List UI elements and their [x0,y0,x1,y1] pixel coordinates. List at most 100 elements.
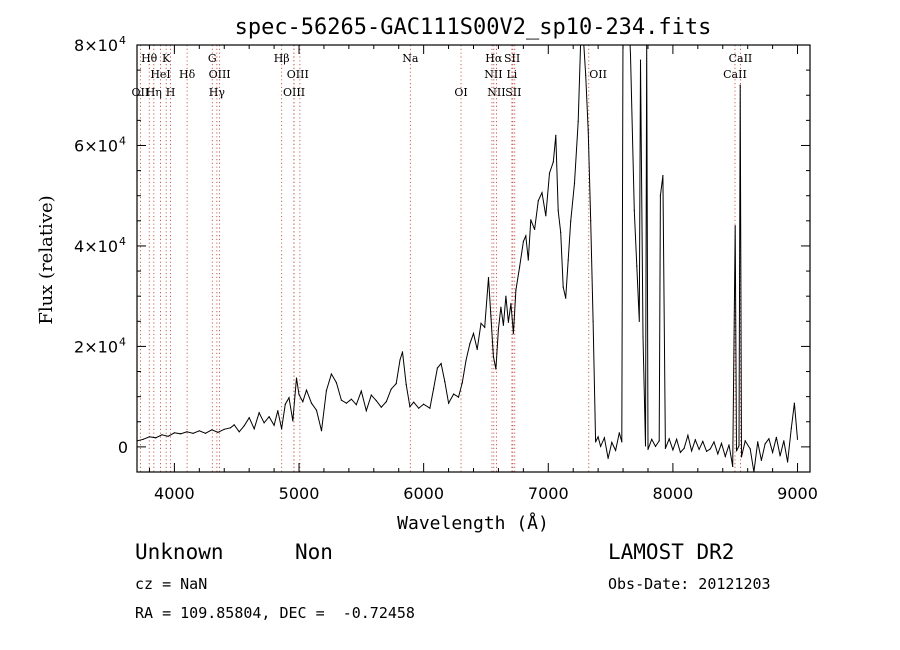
redshift-cz: cz = NaN [135,575,208,593]
spectrum-point [161,434,163,436]
spectrum-point [192,432,194,434]
spectrum-point [720,442,723,444]
x-axis-ticks: 4000 5000 6000 7000 8000 9000 [148,45,818,503]
spectral-line-label: OIII [209,68,231,81]
spectral-line-label: Hβ [274,52,290,65]
spectrum-point [796,438,799,440]
spectrum-point [744,440,746,442]
spectrum-point [717,453,719,455]
spectrum-point [651,438,653,440]
spectrum-point [676,438,678,440]
spectrum-point [370,394,372,396]
spectral-line-label: CaII [723,68,747,81]
spectrum-point [186,431,188,433]
spectrum-point [502,324,504,326]
spectrum-point [775,436,778,438]
spectral-line-label: Hθ [141,52,158,65]
spectral-line-label: Hη [146,86,162,99]
spectrum-point [340,399,342,401]
spectrum-point [399,359,401,361]
spectrum-point [691,450,693,452]
spectrum-point [664,447,667,449]
spectrum-point [350,398,352,400]
spectrum-point [644,445,647,447]
spectral-line-label: OIII [283,86,305,99]
spectral-line-label: Hδ [179,68,196,81]
spectrum-point [642,335,644,337]
spectrum-point [418,407,420,409]
x-tick-label: 5000 [279,484,320,503]
spectrum-point [527,259,529,261]
spectrum-point [557,210,559,212]
spectrum-point [772,451,774,453]
spectrum-point [790,427,792,429]
y-tick-exponent: 4 [119,34,126,47]
spectrum-point [385,401,387,403]
spectrum-point [465,359,467,362]
spectrum-point [709,448,711,450]
spectrum-point [273,424,275,426]
spectral-line-label: Hα [485,52,503,65]
x-axis-label: Wavelength (Å) [397,512,549,534]
chart-title: spec-56265-GAC111S00V2_sp10-234.fits [235,15,712,40]
spectral-line-label: Hγ [209,86,226,99]
spectrum-point [325,390,327,392]
x-tick-label: 4000 [154,484,195,503]
y-axis-ticks: 02×10 44×10 46×10 48×10 4 [74,34,810,457]
spectrum-point [413,401,415,403]
spectrum-point [621,441,623,443]
spectral-line-label: SII [504,52,520,65]
spectrum-point [633,210,635,212]
spectrum-point [375,400,377,402]
spectrum-point [436,367,438,369]
spectrum-point [253,428,255,430]
spectrum-point [545,215,547,217]
spectrum-point [281,428,283,430]
spectrum-point [515,289,517,291]
spectral-class: Unknown [135,540,224,564]
spectrum-point [659,195,662,197]
spectrum-point [560,231,562,233]
y-tick-label: 4×10 [74,237,118,256]
spectrum-point [198,430,200,432]
y-tick-label: 0 [118,438,128,457]
y-tick-exponent: 4 [119,335,126,348]
spectrum-point [530,219,532,221]
spectrum-point [728,444,730,446]
spectrum-point [248,417,250,419]
spectrum-point [238,431,240,433]
spectral-line-label: NII [484,68,502,81]
spectral-line-label: NII [487,86,505,99]
spectrum-point [472,332,475,334]
spectrum-point [636,265,638,267]
ra-dec-coordinates: RA = 109.85804, DEC = -0.72458 [135,604,415,622]
x-tick-label: 7000 [528,484,569,503]
spectrum-point [662,175,664,177]
spectrum-point [229,427,232,429]
spectral-line-label: Li [506,68,517,81]
spectrum-point [615,449,617,451]
spectrum-point [217,431,219,433]
x-tick-label: 9000 [777,484,818,503]
spectrum-point [320,430,323,432]
spectrum-point [567,259,569,261]
observation-date: Obs-Date: 20121203 [608,575,771,593]
spectrum-point [541,192,543,194]
spectrum-point [476,348,478,350]
spectrum-point [638,320,640,322]
spectrum-point [585,74,587,76]
spectrum-point [570,220,572,222]
spectrum-point [507,321,509,323]
spectrum-point [204,432,207,434]
spectral-line-label: Na [402,52,419,65]
spectrum-point [330,373,332,375]
spectrum-point [654,445,657,447]
spectrum-point [302,401,304,403]
spectrum-point [292,420,294,422]
spectrum-point [305,389,308,391]
spectrum-series [137,45,799,472]
spectrum-point [180,433,182,435]
spectrum-point [783,440,785,442]
